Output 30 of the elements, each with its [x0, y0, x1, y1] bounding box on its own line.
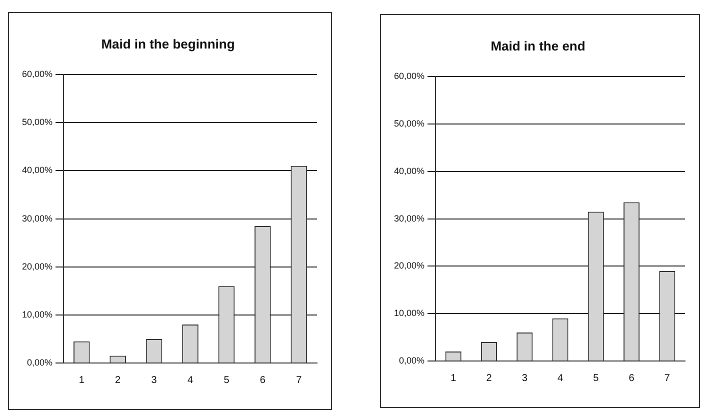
x-tick-label: 2 — [115, 374, 122, 386]
x-tick-label: 1 — [450, 372, 457, 384]
y-tick-label: 30,00% — [22, 213, 53, 224]
y-tick-label: 20,00% — [394, 260, 425, 271]
x-tick-label: 6 — [628, 372, 635, 384]
x-tick-label: 7 — [296, 374, 302, 386]
x-tick-label: 2 — [486, 372, 492, 384]
y-tick-label: 10,00% — [22, 309, 53, 320]
x-tick-label: 4 — [557, 372, 564, 384]
y-tick-label: 30,00% — [394, 213, 425, 224]
x-tick-label: 5 — [224, 374, 230, 386]
x-tick-label: 3 — [151, 374, 158, 386]
y-tick-label: 60,00% — [394, 71, 425, 82]
x-tick-label: 7 — [664, 372, 670, 384]
x-tick-label: 3 — [522, 372, 528, 384]
x-tick-label: 6 — [260, 374, 266, 386]
y-tick-label: 0,00% — [26, 357, 53, 368]
y-tick-label: 10,00% — [394, 308, 425, 318]
y-tick-label: 20,00% — [22, 261, 53, 272]
y-tick-label: 40,00% — [22, 165, 53, 176]
y-tick-label: 40,00% — [394, 166, 425, 176]
x-tick-label: 5 — [593, 372, 600, 384]
chart-title: Maid in the beginning — [101, 36, 235, 52]
y-tick-label: 60,00% — [22, 69, 53, 80]
x-tick-label: 4 — [187, 374, 194, 386]
y-tick-label: 50,00% — [22, 117, 53, 128]
y-tick-label: 50,00% — [394, 118, 425, 128]
y-tick-label: 0,00% — [398, 355, 425, 366]
x-tick-label: 1 — [78, 374, 85, 386]
chart-title: Maid in the end — [490, 38, 586, 54]
